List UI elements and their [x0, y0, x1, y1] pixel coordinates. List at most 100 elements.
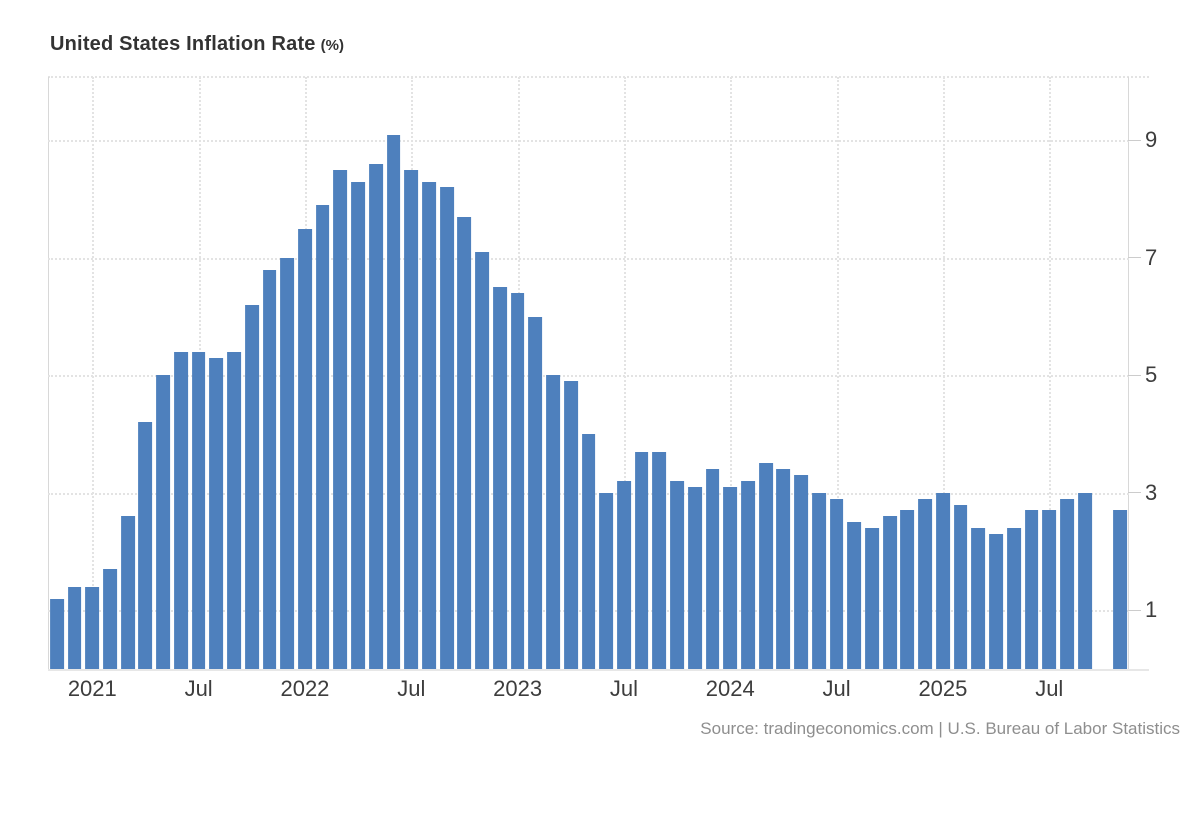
v-gridline-2024-38: [730, 77, 733, 669]
bar-dec-2021[interactable]: [280, 257, 295, 669]
bar-feb-2024[interactable]: [741, 481, 755, 669]
bar-apr-2021[interactable]: [138, 422, 153, 669]
h-gridline-9: [48, 140, 1129, 143]
bar-aug-2024[interactable]: [847, 522, 862, 669]
x-tick-label-jul-56: Jul: [1035, 676, 1064, 701]
bar-oct-2023[interactable]: [670, 481, 684, 669]
y-tick-5: 5: [1128, 362, 1157, 388]
bar-nov-2024[interactable]: [900, 510, 915, 669]
bar-sep-2022[interactable]: [439, 187, 454, 669]
bar-may-2023[interactable]: [581, 434, 596, 669]
x-tick-label-2022-14: 2022: [280, 676, 330, 701]
bar-sep-2024[interactable]: [865, 528, 879, 669]
bar-aug-2025[interactable]: [1060, 498, 1074, 669]
x-tick-label-jul-32: Jul: [609, 676, 638, 701]
bar-apr-2025[interactable]: [989, 533, 1003, 669]
bar-sep-2023[interactable]: [652, 451, 667, 669]
x-tick-label-2021-2: 2021: [67, 676, 117, 701]
x-axis: 2021 Jul 2022 Jul 2023 Jul 2024 Jul 2025 Jul: [48, 676, 1129, 706]
y-tick-7: 7: [1128, 245, 1157, 271]
bar-jul-2021[interactable]: [191, 351, 206, 669]
v-gridline-2025-50: [942, 77, 945, 669]
bar-nov-2025[interactable]: [1113, 510, 1128, 669]
bar-feb-2023[interactable]: [528, 316, 543, 669]
y-axis-right-line: [1128, 77, 1129, 669]
bar-apr-2023[interactable]: [563, 381, 578, 669]
y-axis: 9 7 5 3 1: [1128, 77, 1200, 669]
bar-jun-2021[interactable]: [174, 351, 188, 669]
y-tick-label-7: 7: [1145, 244, 1158, 270]
y-tick-9: 9: [1128, 127, 1157, 153]
y-tick-mark-3: [1128, 492, 1141, 494]
bar-feb-2025[interactable]: [953, 504, 968, 669]
bar-mar-2024[interactable]: [758, 463, 773, 669]
plot-area: [48, 77, 1129, 669]
y-tick-label-3: 3: [1145, 479, 1158, 505]
bar-jan-2024[interactable]: [723, 486, 738, 669]
bar-dec-2022[interactable]: [492, 287, 507, 669]
bar-jul-2025[interactable]: [1042, 510, 1057, 669]
bar-mar-2022[interactable]: [333, 169, 348, 669]
bar-dec-2024[interactable]: [918, 498, 933, 669]
bar-jun-2022[interactable]: [386, 134, 401, 669]
bar-nov-2020[interactable]: [49, 598, 64, 669]
bar-nov-2021[interactable]: [262, 269, 277, 669]
bar-jul-2024[interactable]: [829, 498, 844, 669]
y-tick-3: 3: [1128, 480, 1157, 506]
v-gridline-jul-44: [836, 77, 839, 669]
bar-may-2021[interactable]: [156, 375, 171, 669]
x-tick-label-2023-26: 2023: [493, 676, 543, 701]
chart-title-unit: (%): [320, 37, 344, 54]
chart-title-text: United States Inflation Rate: [50, 33, 316, 55]
bar-may-2025[interactable]: [1006, 528, 1021, 669]
bar-mar-2025[interactable]: [971, 528, 986, 669]
bar-oct-2022[interactable]: [457, 216, 472, 669]
v-gridline-jul-32: [623, 77, 626, 669]
x-tick-label-jul-8: Jul: [184, 676, 213, 701]
bar-apr-2024[interactable]: [776, 469, 791, 669]
y-tick-label-1: 1: [1145, 597, 1158, 623]
plot-top-border: [48, 76, 1149, 78]
bar-apr-2022[interactable]: [351, 181, 366, 669]
bar-may-2022[interactable]: [368, 163, 383, 669]
bar-feb-2021[interactable]: [103, 569, 117, 669]
bar-aug-2022[interactable]: [422, 181, 436, 669]
y-tick-mark-5: [1128, 374, 1141, 376]
y-tick-mark-7: [1128, 257, 1141, 259]
bar-jan-2023[interactable]: [510, 293, 525, 669]
bar-jun-2023[interactable]: [599, 492, 614, 669]
bar-jul-2023[interactable]: [617, 481, 631, 669]
bar-jun-2025[interactable]: [1024, 510, 1039, 669]
x-tick-label-jul-44: Jul: [822, 676, 851, 701]
bar-mar-2023[interactable]: [546, 375, 560, 669]
bar-jul-2022[interactable]: [404, 169, 419, 669]
bar-nov-2022[interactable]: [475, 252, 490, 669]
y-tick-label-5: 5: [1145, 362, 1158, 388]
bar-jan-2022[interactable]: [298, 228, 312, 669]
bar-aug-2023[interactable]: [634, 451, 649, 669]
source-attribution: Source: tradingeconomics.com | U.S. Bure…: [700, 719, 1180, 738]
y-tick-mark-1: [1128, 609, 1141, 611]
bar-jan-2025[interactable]: [936, 492, 950, 669]
x-axis-line: [48, 669, 1149, 671]
bar-mar-2021[interactable]: [120, 516, 135, 669]
bar-feb-2022[interactable]: [315, 205, 330, 669]
y-tick-label-9: 9: [1145, 127, 1158, 153]
bar-sep-2025[interactable]: [1077, 492, 1092, 669]
v-gridline-jul-56: [1049, 77, 1052, 669]
y-tick-1: 1: [1128, 597, 1157, 623]
bar-dec-2023[interactable]: [705, 469, 720, 669]
bar-nov-2023[interactable]: [687, 486, 702, 669]
bar-sep-2021[interactable]: [227, 351, 241, 669]
bar-dec-2020[interactable]: [67, 586, 82, 669]
bar-aug-2021[interactable]: [209, 357, 224, 669]
h-gridline-5: [48, 375, 1129, 378]
bar-oct-2021[interactable]: [244, 304, 259, 669]
bar-may-2024[interactable]: [794, 475, 809, 669]
bar-oct-2024[interactable]: [882, 516, 897, 669]
y-tick-mark-9: [1128, 139, 1141, 141]
bar-jun-2024[interactable]: [811, 492, 826, 669]
bar-jan-2021[interactable]: [85, 586, 100, 669]
x-tick-label-2025-50: 2025: [918, 676, 968, 701]
